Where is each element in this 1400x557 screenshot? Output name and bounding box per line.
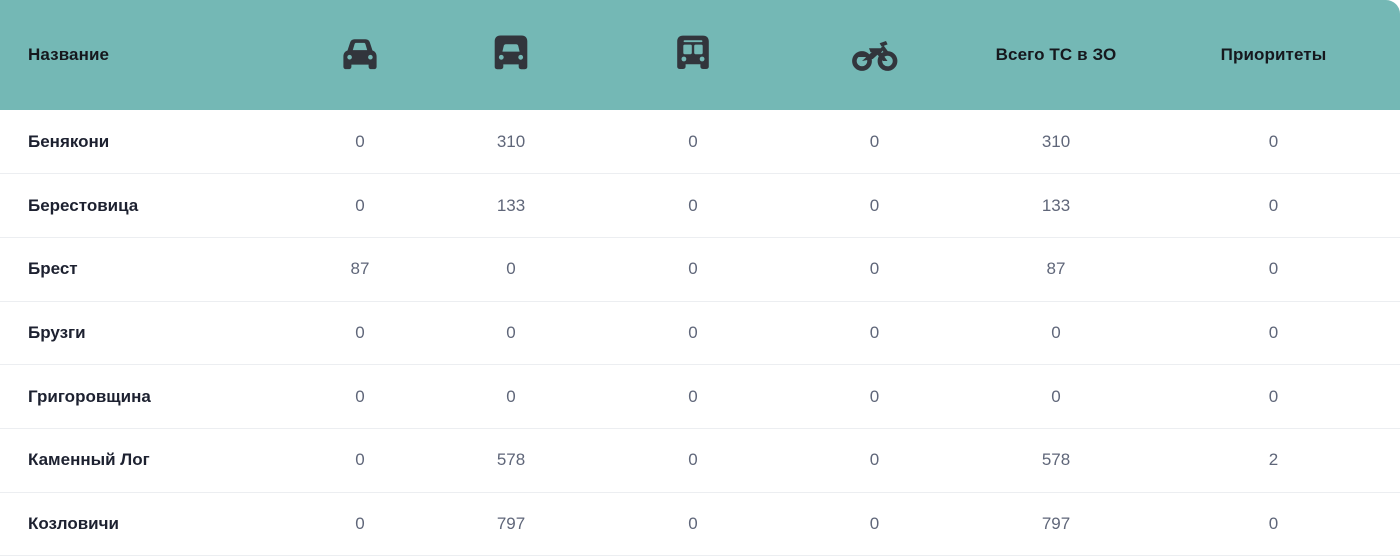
cell-truck: 797 (496, 513, 526, 533)
column-header-car[interactable] (300, 0, 420, 110)
cell-truck: 0 (506, 259, 516, 279)
bus-icon (608, 32, 778, 78)
cell-name: Брузги (28, 322, 86, 342)
column-header-bus[interactable] (602, 0, 784, 110)
cell-total: 0 (1051, 386, 1061, 406)
cell-prio: 0 (1268, 195, 1279, 215)
cell-bus: 0 (688, 322, 698, 342)
cell-name: Григоровщина (28, 386, 151, 406)
cell-bus: 0 (688, 259, 698, 279)
column-header-total[interactable]: Всего ТС в ЗО (965, 0, 1147, 110)
cell-truck: 310 (496, 131, 526, 151)
cell-car: 0 (355, 386, 365, 406)
cell-name: Брест (28, 259, 78, 279)
cell-name: Бенякони (28, 131, 110, 151)
cell-bus: 0 (688, 131, 698, 151)
cell-car: 0 (355, 513, 365, 533)
cell-total: 310 (1041, 131, 1071, 151)
cell-moto: 0 (869, 386, 880, 406)
cell-prio: 0 (1268, 513, 1279, 533)
column-header-priorities[interactable]: Приоритеты (1147, 0, 1400, 110)
table-header: Название (0, 0, 1400, 110)
cell-truck: 0 (506, 386, 516, 406)
cell-bus: 0 (688, 195, 698, 215)
cell-prio: 0 (1268, 386, 1279, 406)
cell-prio: 0 (1268, 131, 1279, 151)
cell-car: 0 (355, 131, 365, 151)
table-row[interactable]: Каменный Лог 0 578 0 0 578 2 (0, 428, 1400, 493)
cell-bus: 0 (688, 450, 698, 470)
cell-truck: 578 (496, 450, 526, 470)
cell-moto: 0 (869, 195, 880, 215)
motorcycle-icon (790, 35, 959, 75)
cell-moto: 0 (869, 322, 880, 342)
table-row[interactable]: Григоровщина 0 0 0 0 0 0 (0, 364, 1400, 429)
cell-total: 578 (1041, 450, 1071, 470)
cell-total: 133 (1041, 195, 1071, 215)
cell-moto: 0 (869, 513, 880, 533)
header-row: Название (0, 0, 1400, 110)
cell-total: 797 (1041, 513, 1071, 533)
cell-name: Берестовица (28, 195, 139, 215)
cell-moto: 0 (869, 131, 880, 151)
cell-moto: 0 (869, 450, 880, 470)
cell-bus: 0 (688, 386, 698, 406)
cell-car: 87 (350, 259, 370, 279)
cell-name: Каменный Лог (28, 450, 150, 470)
column-header-name[interactable]: Название (0, 0, 300, 110)
cell-truck: 0 (506, 322, 516, 342)
cell-total: 0 (1051, 322, 1061, 342)
cell-car: 0 (355, 450, 365, 470)
table-row[interactable]: Брест 87 0 0 0 87 0 (0, 237, 1400, 302)
cell-name: Козловичи (28, 513, 119, 533)
table-row[interactable]: Бенякони 0 310 0 0 310 0 (0, 110, 1400, 174)
cell-truck: 133 (496, 195, 526, 215)
table-row[interactable]: Берестовица 0 133 0 0 133 0 (0, 173, 1400, 238)
column-header-motorcycle[interactable] (784, 0, 965, 110)
cell-prio: 0 (1268, 259, 1279, 279)
cell-prio: 0 (1268, 322, 1279, 342)
table-body: Бенякони 0 310 0 0 310 0 Берестовица 0 133 0 0 133 0 Б… (0, 110, 1400, 556)
cell-prio: 2 (1268, 450, 1279, 470)
table-row[interactable]: Козловичи 0 797 0 0 797 0 (0, 492, 1400, 556)
cell-car: 0 (355, 322, 365, 342)
cell-moto: 0 (869, 259, 880, 279)
cell-bus: 0 (688, 513, 698, 533)
column-header-truck[interactable] (420, 0, 602, 110)
cell-car: 0 (355, 195, 365, 215)
table-row[interactable]: Брузги 0 0 0 0 0 0 (0, 301, 1400, 365)
car-icon (306, 35, 414, 75)
cell-total: 87 (1046, 259, 1066, 279)
truck-icon (426, 32, 596, 78)
